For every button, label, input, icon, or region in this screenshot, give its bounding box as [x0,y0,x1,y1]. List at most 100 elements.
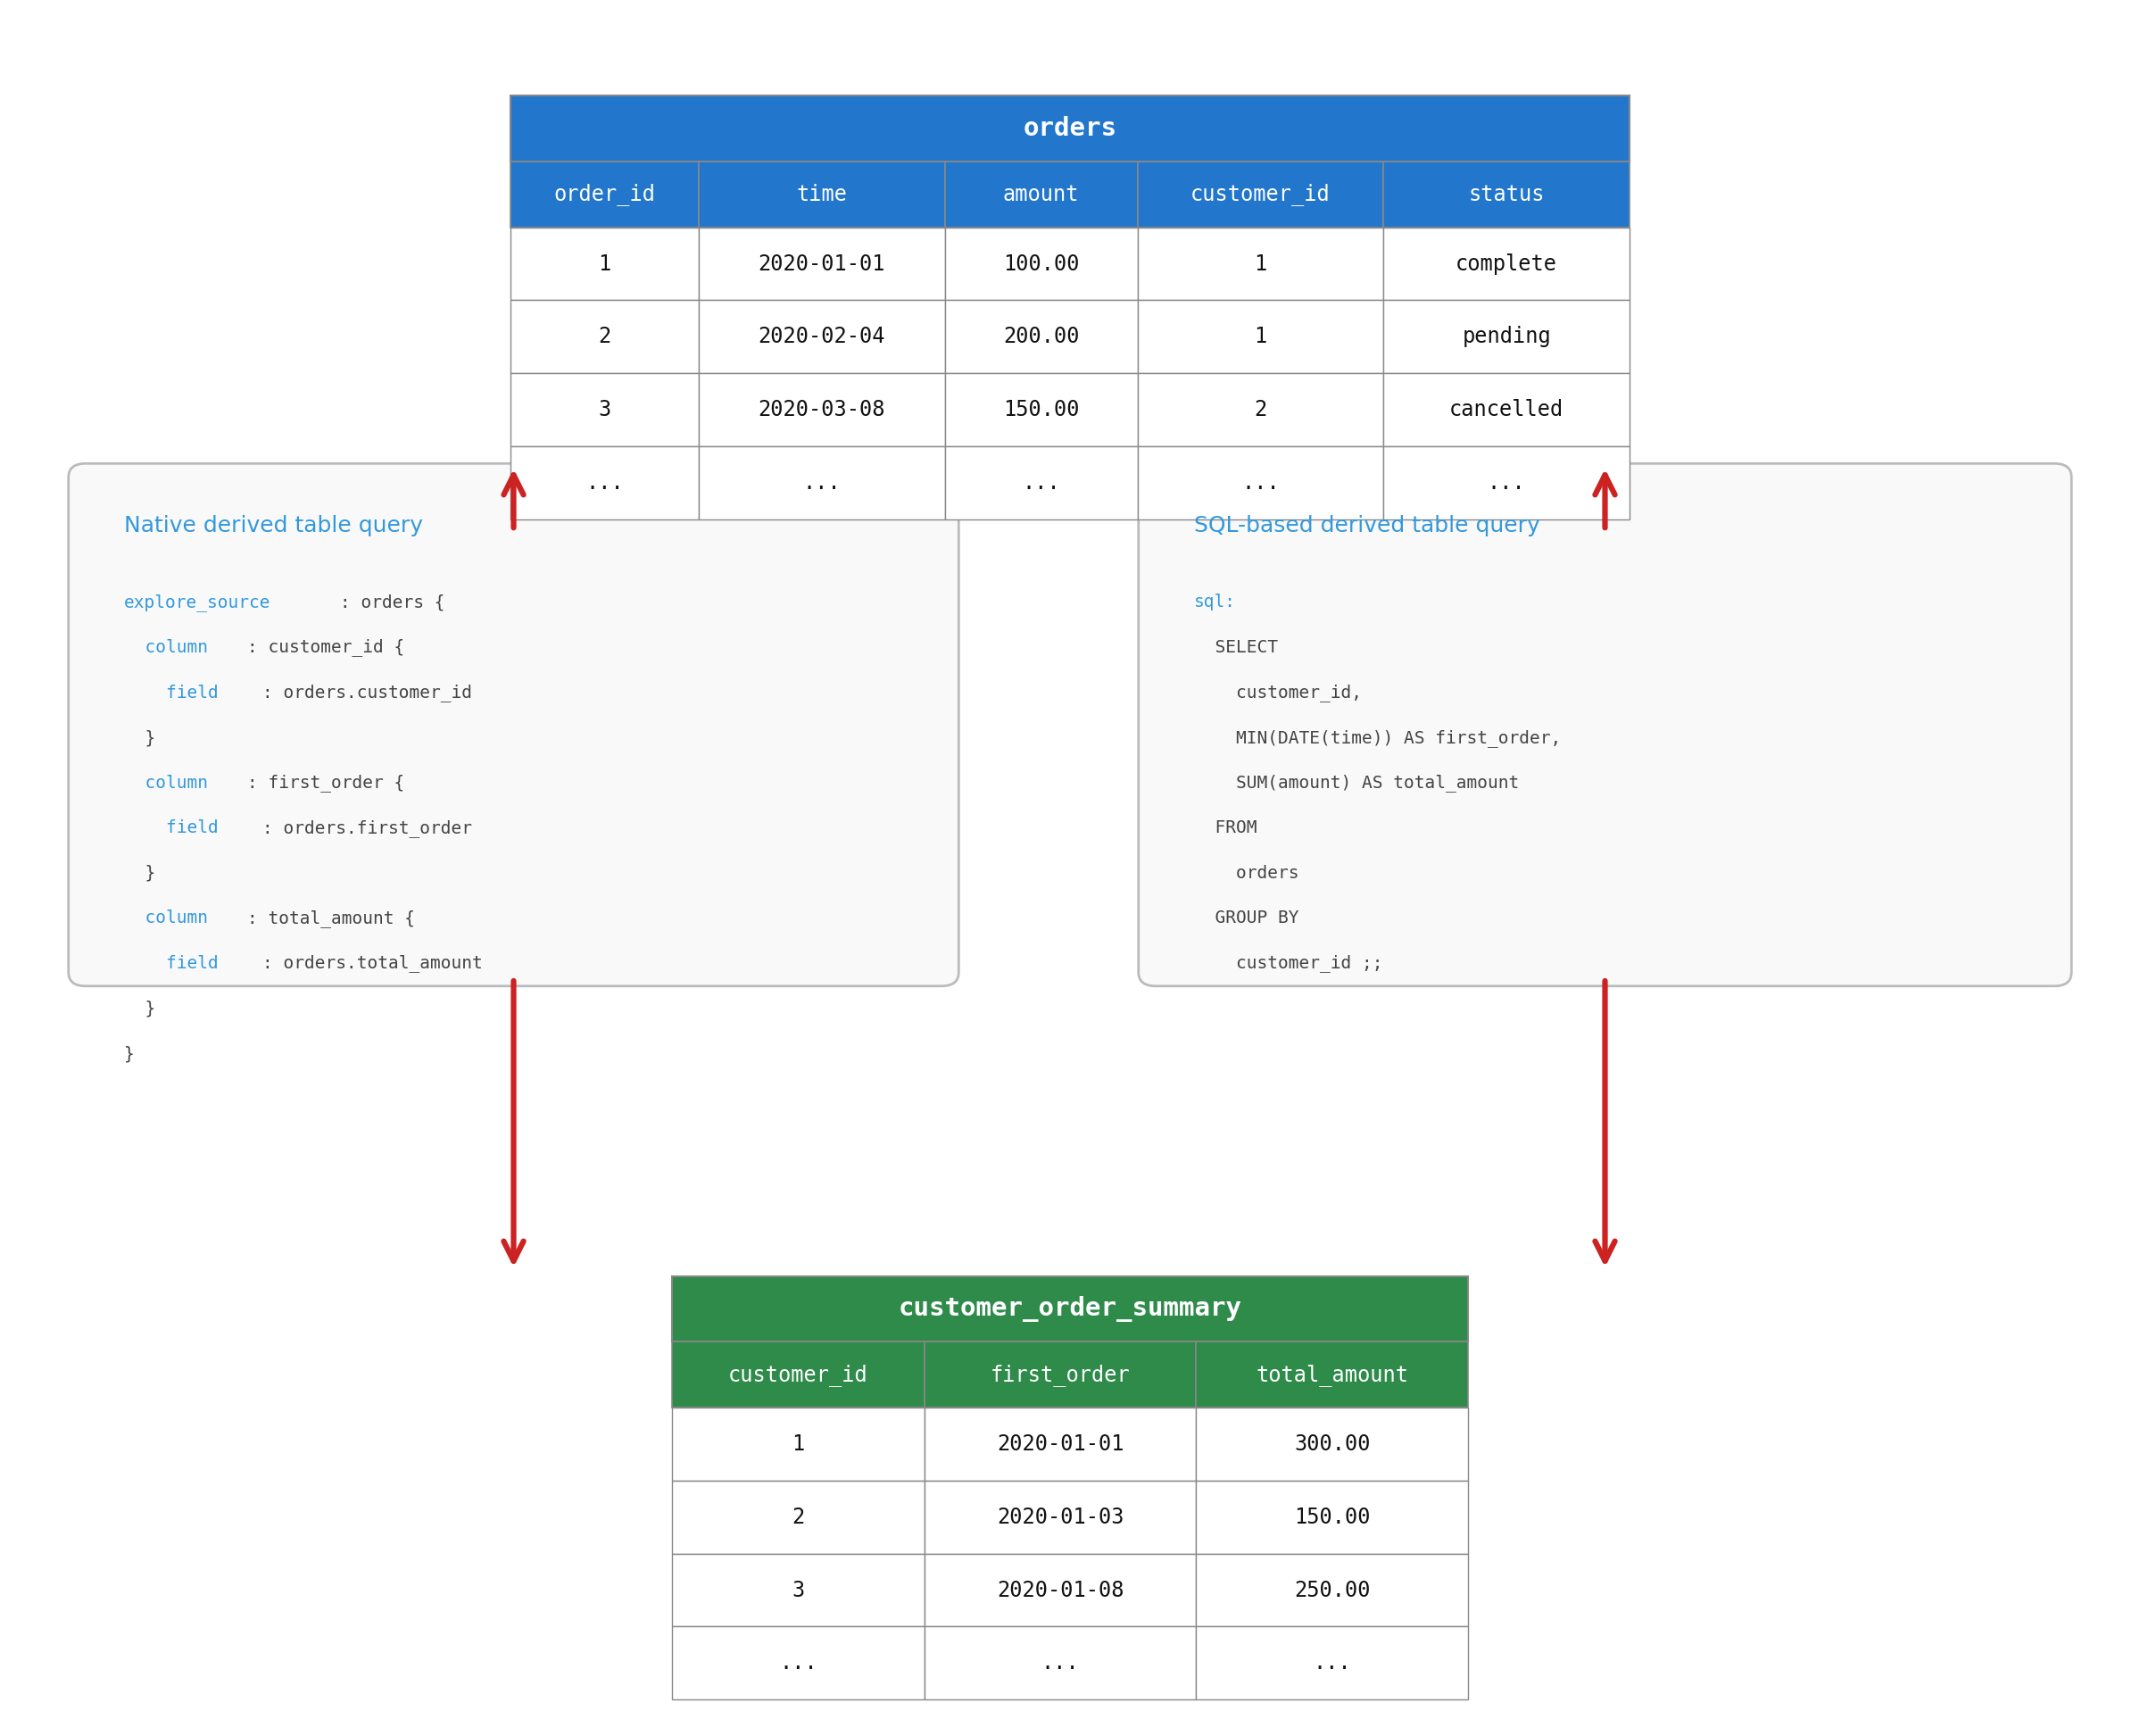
Text: ...: ... [1241,472,1280,493]
Text: field: field [124,819,218,837]
Bar [698,300,946,373]
Bar [1196,1481,1468,1554]
Bar [924,1408,1196,1481]
Text: time: time [796,184,847,205]
Bar [698,161,946,227]
Text: 2: 2 [792,1507,805,1528]
Text: complete: complete [1455,253,1558,274]
Bar [1382,227,1631,300]
Text: 150.00: 150.00 [1004,399,1079,420]
Text: }: } [124,1000,156,1017]
Text: SELECT: SELECT [1194,639,1278,656]
Text: column: column [124,910,208,927]
Text: 300.00: 300.00 [1295,1434,1370,1455]
Bar [1138,300,1382,373]
Bar [1196,1554,1468,1627]
Text: 250.00: 250.00 [1295,1580,1370,1601]
Bar [509,446,698,519]
Text: customer_id: customer_id [1190,184,1331,205]
Text: ...: ... [1314,1653,1350,1674]
Bar [698,446,946,519]
Text: 1: 1 [599,253,610,274]
Text: ...: ... [1023,472,1059,493]
Text: 2020-01-01: 2020-01-01 [997,1434,1124,1455]
Text: cancelled: cancelled [1449,399,1564,420]
Text: customer_id,: customer_id, [1194,684,1361,701]
Bar [672,1627,924,1700]
Text: Native derived table query: Native derived table query [124,516,424,536]
Text: total_amount: total_amount [1256,1364,1408,1385]
Text: ...: ... [586,472,623,493]
Text: 2020-03-08: 2020-03-08 [758,399,886,420]
Text: column: column [124,774,208,792]
Bar [1382,161,1631,227]
Bar [924,1554,1196,1627]
Text: ...: ... [1487,472,1526,493]
Text: customer_id ;;: customer_id ;; [1194,955,1382,972]
Text: }: } [124,1045,135,1062]
Text: sql:: sql: [1194,594,1237,611]
Bar [1138,161,1382,227]
Text: customer_id: customer_id [728,1364,869,1385]
Text: amount: amount [1004,184,1079,205]
Text: orders: orders [1023,116,1117,141]
Bar [509,300,698,373]
Bar [946,161,1138,227]
Bar [672,1408,924,1481]
Bar [509,161,698,227]
Text: field: field [124,684,218,701]
Bar [1382,300,1631,373]
Bar [924,1627,1196,1700]
Bar [946,227,1138,300]
Bar [946,300,1138,373]
Bar [924,1481,1196,1554]
Bar [672,1554,924,1627]
Text: 3: 3 [599,399,610,420]
Text: 2: 2 [1254,399,1267,420]
Text: : orders.customer_id: : orders.customer_id [263,684,473,701]
Text: explore_source: explore_source [124,594,272,611]
Text: customer_order_summary: customer_order_summary [899,1297,1241,1321]
Text: 1: 1 [1254,253,1267,274]
Text: status: status [1468,184,1545,205]
Bar [1382,446,1631,519]
Bar [1196,1408,1468,1481]
Text: 1: 1 [792,1434,805,1455]
Bar [946,446,1138,519]
Bar [509,227,698,300]
Bar [946,373,1138,446]
Text: SQL-based derived table query: SQL-based derived table query [1194,516,1541,536]
Text: : orders.first_order: : orders.first_order [263,819,473,837]
Text: GROUP BY: GROUP BY [1194,910,1299,927]
Bar [698,227,946,300]
Text: 150.00: 150.00 [1295,1507,1370,1528]
Bar [672,1276,1468,1342]
Bar [1196,1342,1468,1408]
Text: 2020-01-01: 2020-01-01 [758,253,886,274]
Bar [1382,373,1631,446]
Bar [672,1342,924,1408]
Text: : orders.total_amount: : orders.total_amount [263,955,484,972]
Bar [924,1342,1196,1408]
Text: 1: 1 [1254,326,1267,347]
Text: pending: pending [1462,326,1552,347]
Text: ...: ... [802,472,841,493]
Text: 2020-01-08: 2020-01-08 [997,1580,1124,1601]
Text: : customer_id {: : customer_id { [248,639,404,656]
Text: 3: 3 [792,1580,805,1601]
Bar [1138,373,1382,446]
Bar [698,373,946,446]
Text: first_order: first_order [991,1364,1130,1385]
FancyBboxPatch shape [1138,464,2072,986]
Text: 100.00: 100.00 [1004,253,1079,274]
Text: : total_amount {: : total_amount { [248,910,415,927]
Bar [509,373,698,446]
Text: 200.00: 200.00 [1004,326,1079,347]
Text: orders: orders [1194,865,1299,882]
Bar [509,95,1631,161]
Text: : first_order {: : first_order { [248,774,404,792]
Text: ...: ... [779,1653,817,1674]
Text: 2020-02-04: 2020-02-04 [758,326,886,347]
Text: : orders {: : orders { [340,594,445,611]
Text: ...: ... [1042,1653,1079,1674]
